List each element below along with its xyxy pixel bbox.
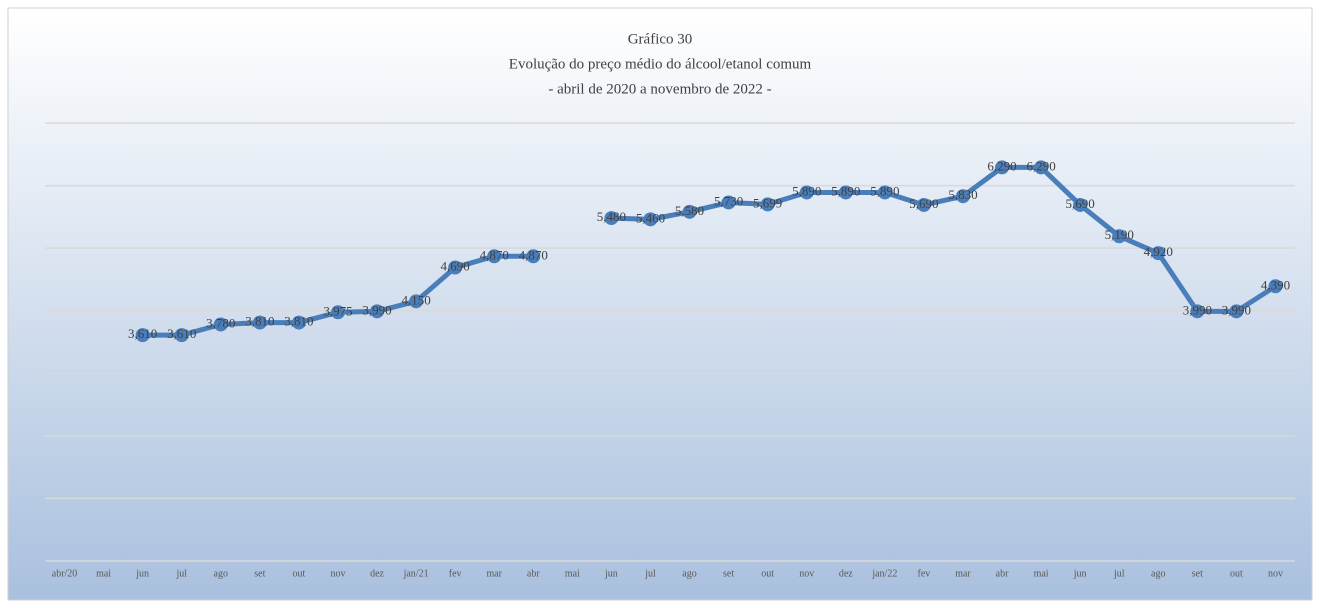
x-tick-label: set [723,568,734,579]
data-label: 5,480 [597,209,626,224]
data-label: 3,610 [167,326,196,341]
data-label: 4,390 [1261,277,1290,292]
x-tick-label: jun [1073,568,1087,579]
data-label: 4,150 [401,292,430,307]
marker [721,195,736,210]
marker [174,328,189,343]
data-label: 3,610 [128,326,157,341]
chart-subtitle: - abril de 2020 a novembro de 2022 - [548,81,771,97]
x-tick-label: out [1230,568,1243,579]
marker [916,197,931,212]
x-tick-label: mai [1034,568,1049,579]
data-label: 5,890 [831,183,860,198]
data-label: 5,460 [636,210,665,225]
marker [1268,279,1283,294]
data-label: 5,830 [948,187,977,202]
data-label: 5,690 [1066,196,1095,211]
marker [213,317,228,332]
x-tick-label: jun [604,568,618,579]
x-tick-label: abr/20 [52,568,78,579]
x-tick-label: fev [449,568,462,579]
x-tick-label: jul [175,568,187,579]
x-tick-label: out [761,568,774,579]
marker [604,211,619,226]
x-tick-label: jul [1113,568,1125,579]
marker [838,185,853,200]
x-tick-label: mai [96,568,111,579]
data-label: 6,290 [987,158,1016,173]
marker [995,160,1010,175]
marker [1034,160,1049,175]
marker [682,204,697,219]
x-tick-label: ago [682,568,696,579]
x-tick-label: nov [799,568,814,579]
marker [448,260,463,275]
data-label: 5,580 [675,203,704,218]
marker [1229,304,1244,319]
marker [252,315,267,330]
chart-title: Gráfico 30 [628,31,693,47]
marker [1073,197,1088,212]
marker [1151,246,1166,261]
marker [760,197,775,212]
x-tick-label: nov [1268,568,1283,579]
marker [409,294,424,309]
data-label: 4,690 [441,259,470,274]
marker [1112,229,1127,244]
marker [330,305,345,320]
data-label: 4,920 [1144,244,1173,259]
data-label: 5,730 [714,193,743,208]
chart-subtitle: Evolução do preço médio do álcool/etanol… [509,56,812,72]
x-tick-label: jun [135,568,149,579]
x-tick-label: nov [330,568,345,579]
chart-area [7,7,1313,601]
x-tick-label: mai [565,568,580,579]
data-label: 5,690 [909,196,938,211]
data-label: 3,990 [1183,302,1212,317]
marker [291,315,306,330]
marker [487,249,502,264]
x-tick-label: ago [214,568,228,579]
x-tick-label: mar [955,568,971,579]
marker [643,212,658,227]
x-tick-label: set [1192,568,1203,579]
x-tick-label: dez [370,568,384,579]
data-label: 3,810 [245,314,274,329]
marker [135,328,150,343]
x-tick-label: set [254,568,265,579]
data-label: 5,890 [870,183,899,198]
marker [526,249,541,264]
x-tick-label: ago [1151,568,1165,579]
data-label: 3,810 [284,314,313,329]
data-label: 4,870 [480,247,509,262]
data-label: 4,870 [519,247,548,262]
data-label: 3,990 [362,302,391,317]
x-tick-label: dez [839,568,853,579]
x-tick-label: out [293,568,306,579]
data-label: 3,975 [323,303,352,318]
data-label: 3,990 [1222,302,1251,317]
x-tick-label: mar [486,568,502,579]
x-tick-label: abr [527,568,540,579]
data-label: 5,890 [792,183,821,198]
data-label: 6,290 [1026,158,1055,173]
marker [877,185,892,200]
x-tick-label: jan/22 [871,568,897,579]
x-tick-label: abr [996,568,1009,579]
marker [370,304,385,319]
data-label: 5,190 [1105,227,1134,242]
x-tick-label: jan/21 [403,568,429,579]
x-tick-label: jul [644,568,656,579]
data-label: 3,780 [206,315,235,330]
marker [1190,304,1205,319]
x-tick-label: fev [918,568,931,579]
marker [799,185,814,200]
data-label: 5,699 [753,195,782,210]
marker [955,189,970,204]
